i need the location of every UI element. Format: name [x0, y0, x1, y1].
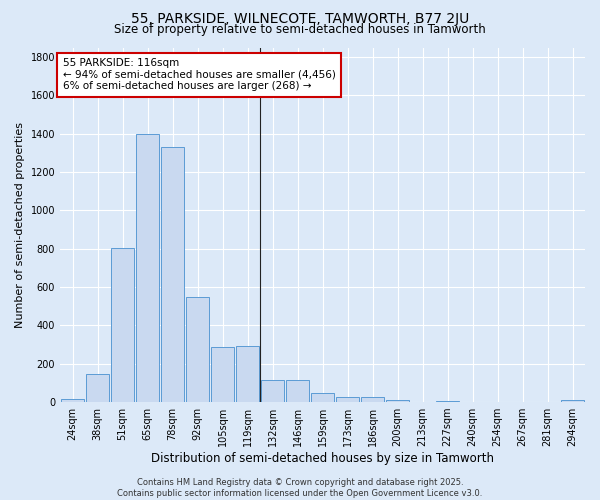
Bar [136, 134, 160, 402]
Text: Contains HM Land Registry data © Crown copyright and database right 2025.
Contai: Contains HM Land Registry data © Crown c… [118, 478, 482, 498]
Bar [260, 380, 284, 402]
Bar [560, 400, 584, 402]
Text: Size of property relative to semi-detached houses in Tamworth: Size of property relative to semi-detach… [114, 22, 486, 36]
Bar [361, 398, 385, 402]
Bar [86, 374, 109, 402]
X-axis label: Distribution of semi-detached houses by size in Tamworth: Distribution of semi-detached houses by … [151, 452, 494, 465]
Bar [185, 296, 209, 402]
Bar [61, 399, 85, 402]
Bar [386, 400, 409, 402]
Bar [311, 394, 334, 402]
Y-axis label: Number of semi-detached properties: Number of semi-detached properties [15, 122, 25, 328]
Bar [236, 346, 259, 402]
Bar [436, 401, 460, 402]
Bar [211, 346, 235, 402]
Bar [286, 380, 310, 402]
Text: 55, PARKSIDE, WILNECOTE, TAMWORTH, B77 2JU: 55, PARKSIDE, WILNECOTE, TAMWORTH, B77 2… [131, 12, 469, 26]
Bar [161, 147, 184, 402]
Text: 55 PARKSIDE: 116sqm
← 94% of semi-detached houses are smaller (4,456)
6% of semi: 55 PARKSIDE: 116sqm ← 94% of semi-detach… [62, 58, 335, 92]
Bar [335, 398, 359, 402]
Bar [110, 248, 134, 402]
